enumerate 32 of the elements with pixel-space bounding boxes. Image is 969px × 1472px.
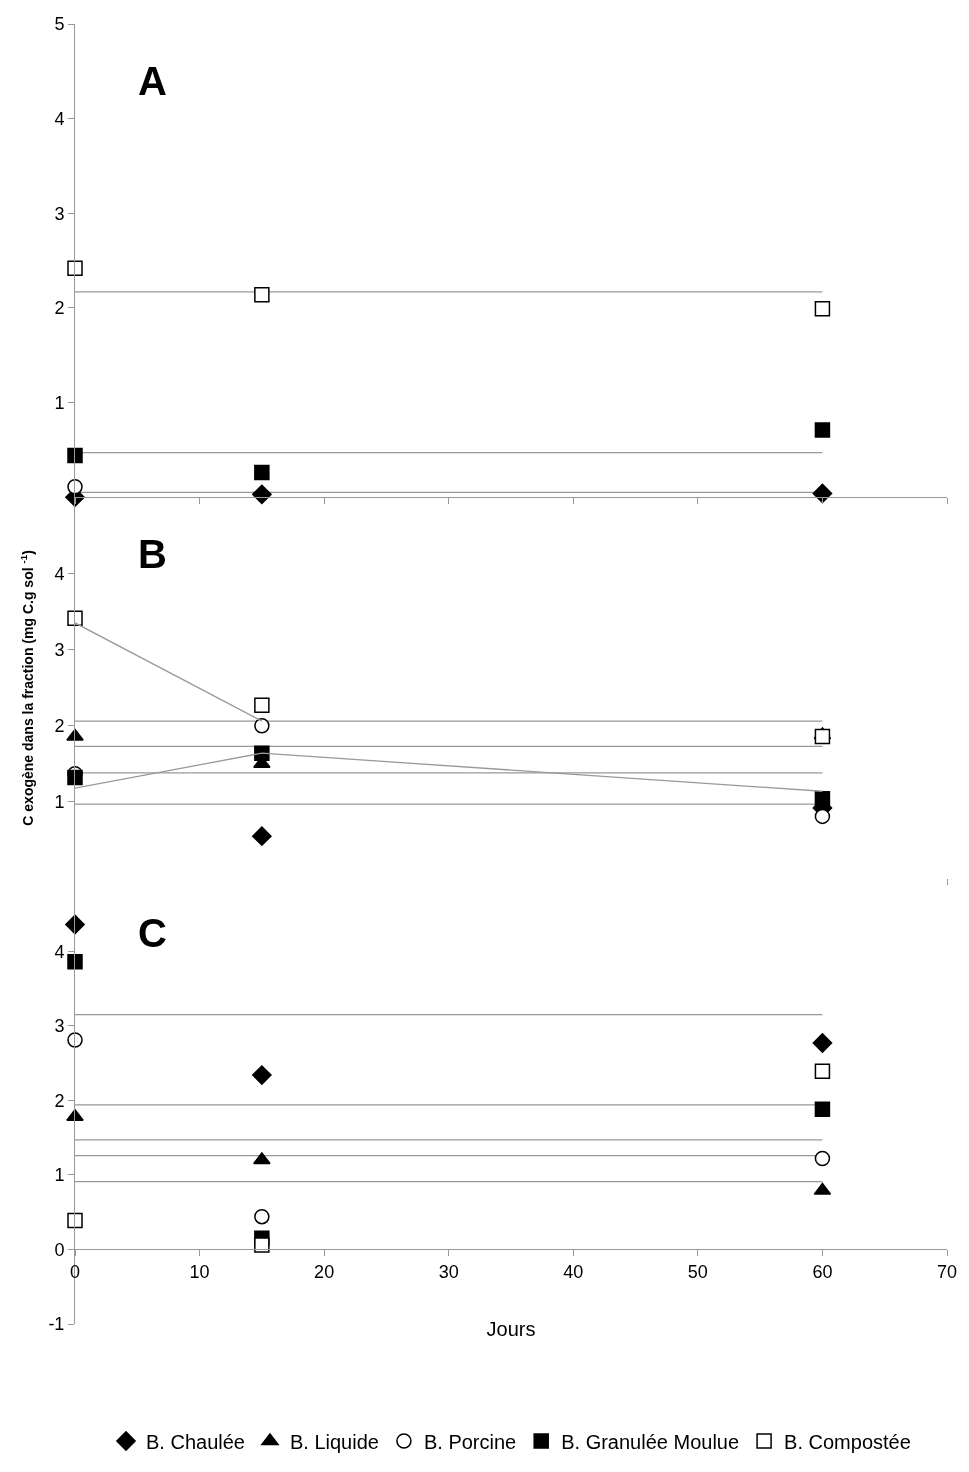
y-tick-label: 2 <box>54 716 65 737</box>
y-tick-label: 5 <box>54 14 65 35</box>
x-tick-label: 30 <box>438 1262 459 1283</box>
legend-label: B. Chaulée <box>146 1430 245 1453</box>
x-tick-label: 70 <box>936 1262 958 1283</box>
x-tick-label: 50 <box>687 1262 708 1283</box>
y-tick-label: 3 <box>54 639 65 660</box>
text: C <box>138 911 167 955</box>
y-tick-label: 1 <box>54 792 65 813</box>
y-tick-label: 3 <box>54 203 65 224</box>
y-tick-label: 2 <box>54 298 65 319</box>
x-tick-label: 60 <box>812 1262 833 1283</box>
x-tick-label: 40 <box>563 1262 584 1283</box>
legend-label: B. Liquide <box>289 1430 379 1453</box>
legend-label: B. Compostée <box>784 1430 911 1453</box>
y-tick-label: 3 <box>54 1016 65 1037</box>
y-tick-label: 0 <box>54 1239 65 1260</box>
legend-label: B. Granulée Moulue <box>561 1430 740 1453</box>
y-tick-label: 4 <box>54 563 65 584</box>
x-tick-label: 10 <box>189 1262 210 1283</box>
text: A <box>138 59 167 103</box>
x-tick-label: 20 <box>314 1262 335 1283</box>
y-tick-label: 1 <box>54 392 65 413</box>
x-axis-title: Jours <box>486 1317 536 1340</box>
y-tick-label: 2 <box>54 1090 65 1111</box>
y-tick-label: 4 <box>54 108 65 129</box>
legend-label: B. Porcine <box>423 1430 517 1453</box>
y-tick-label: 4 <box>54 941 65 962</box>
y-tick-label: 1 <box>54 1165 65 1186</box>
y-tick-label: -1 <box>48 1314 65 1335</box>
text: B <box>138 532 167 576</box>
x-tick-label: 0 <box>69 1262 81 1283</box>
